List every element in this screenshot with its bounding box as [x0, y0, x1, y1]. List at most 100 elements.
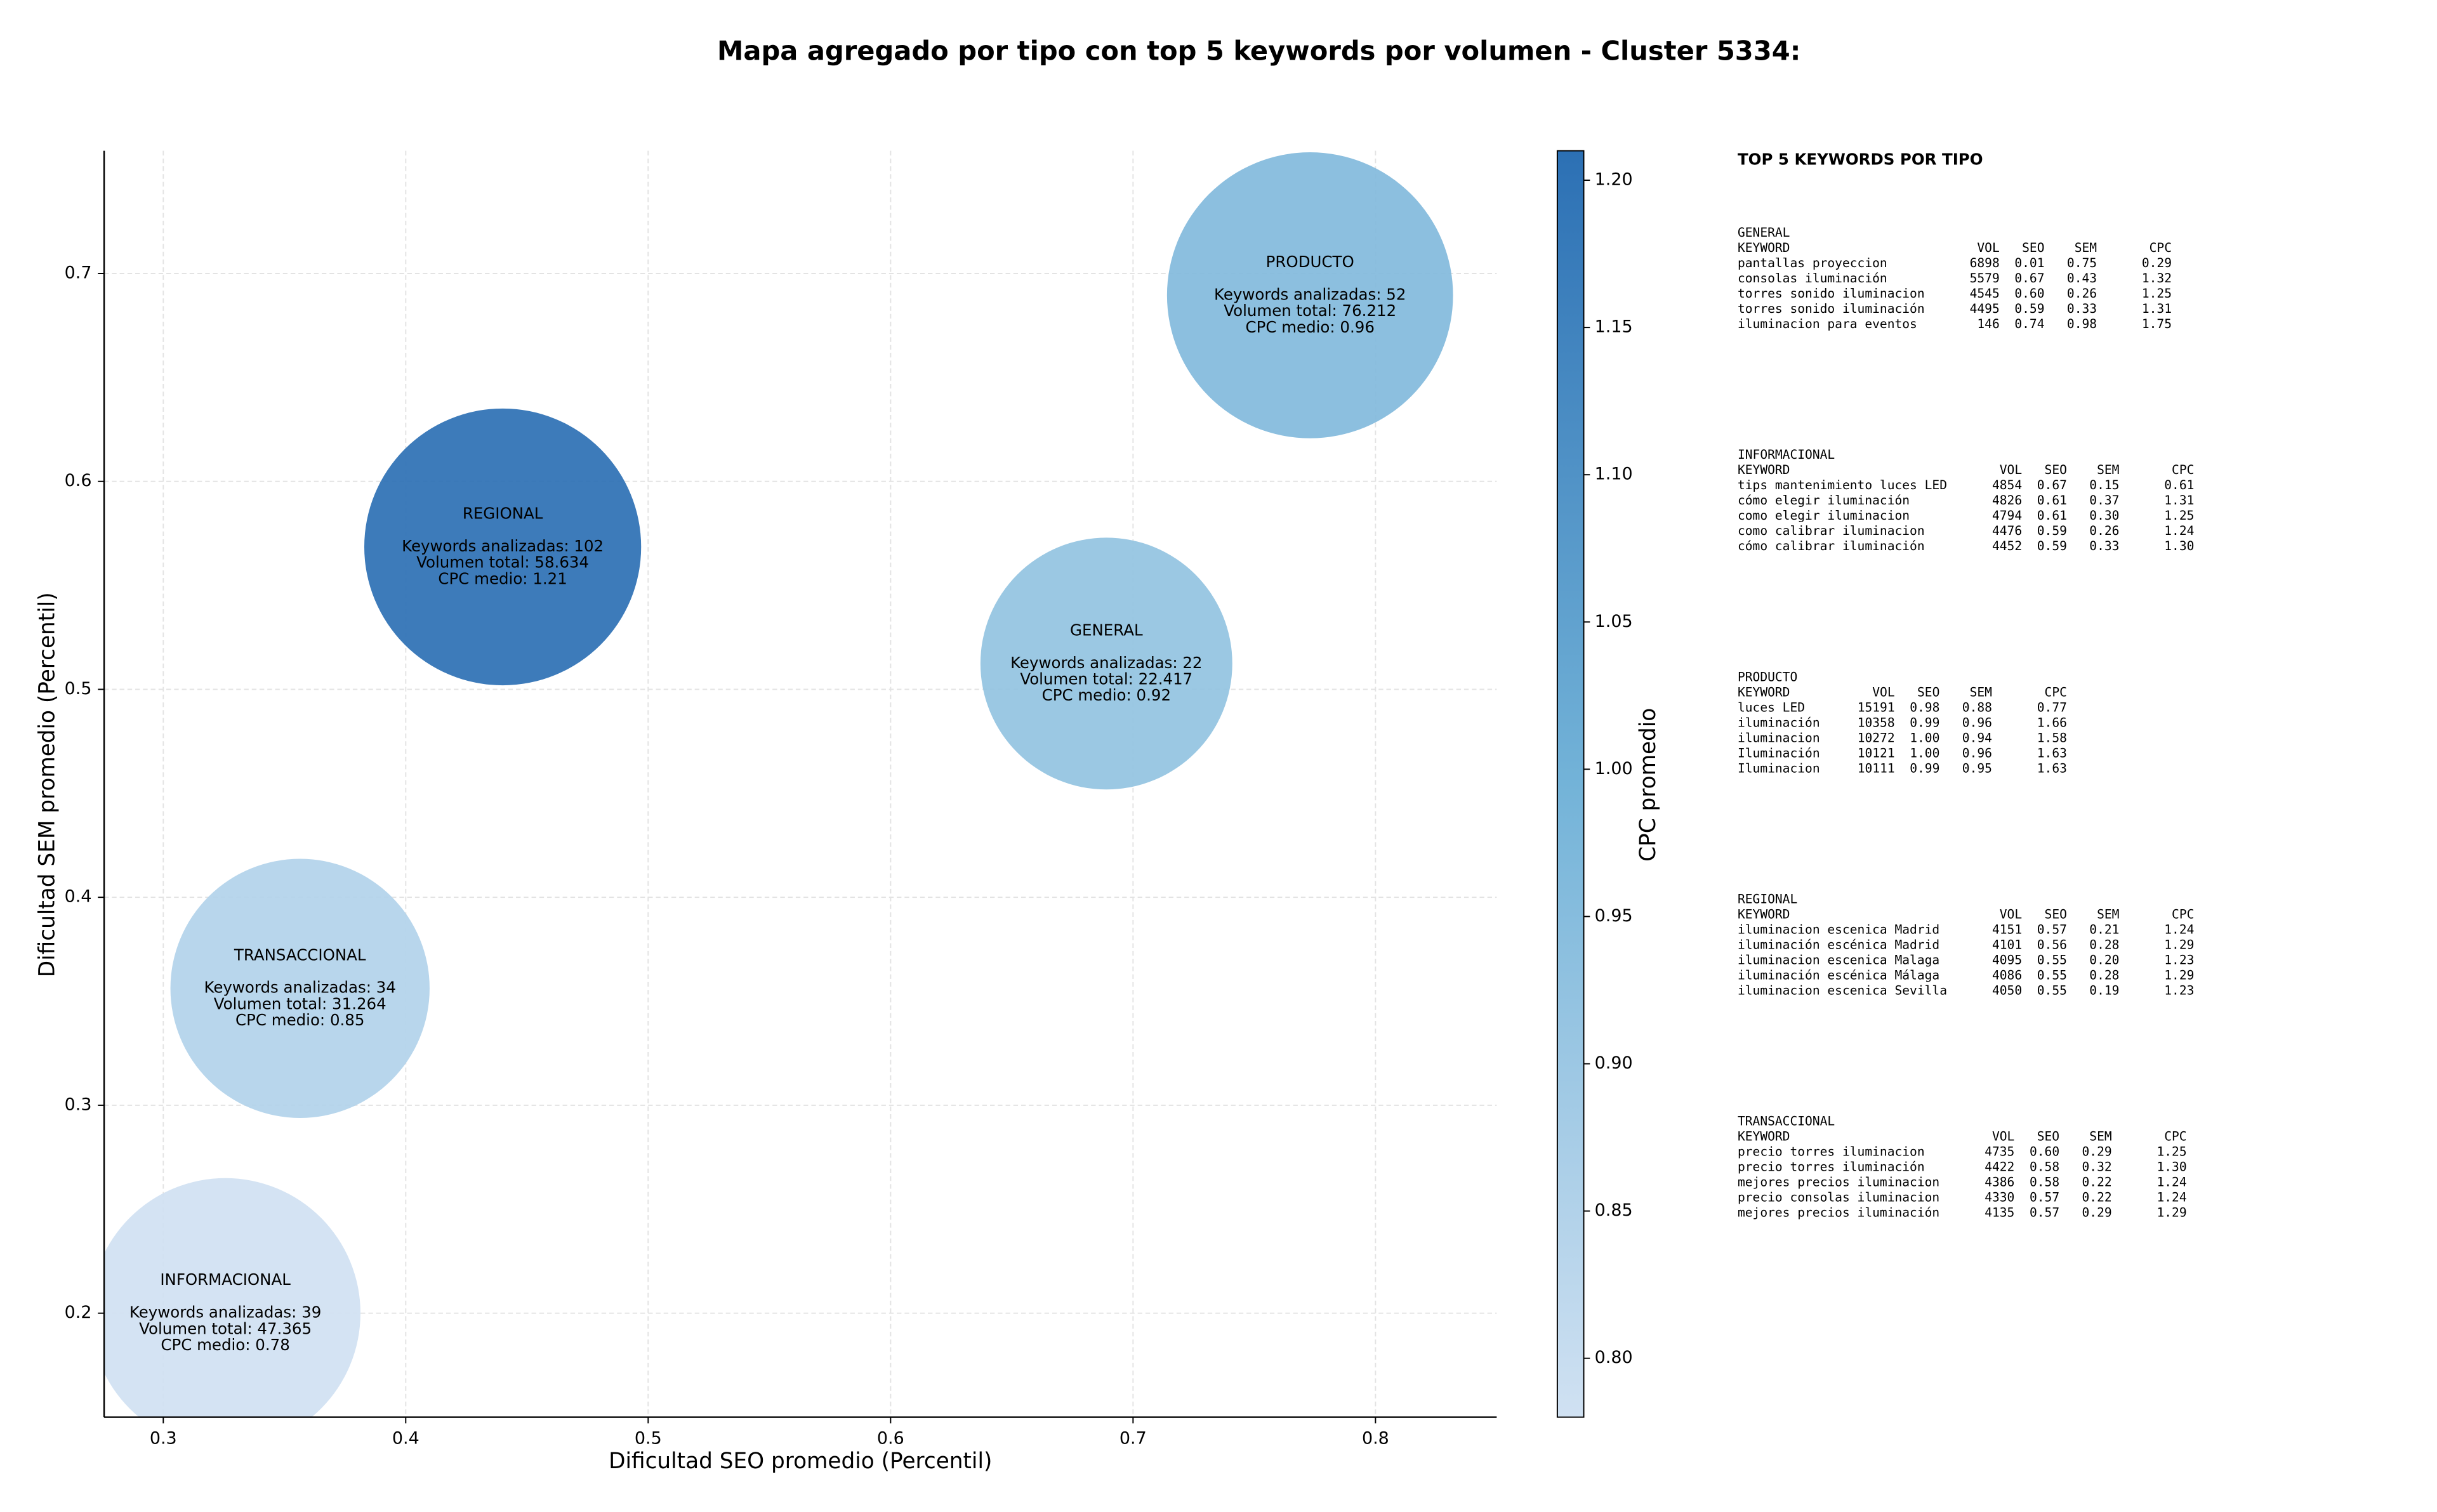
- panel-cell: 4101: [1992, 938, 2022, 952]
- panel-cell: 1.66: [2037, 715, 2067, 730]
- panel-cell: 0.59: [2037, 523, 2067, 538]
- panel-cell: 0.99: [1910, 761, 1939, 775]
- panel-group-name: GENERAL: [1738, 225, 1790, 240]
- panel-cell: 0.57: [2030, 1206, 2059, 1220]
- panel-cell: 0.55: [2037, 953, 2067, 968]
- panel-cell: 0.20: [2089, 953, 2119, 968]
- panel-cell: 4854: [1992, 478, 2022, 492]
- bubble-annotation: CPC medio: 1.21: [438, 569, 567, 588]
- bubble-name: TRANSACCIONAL: [234, 945, 366, 964]
- panel-cell: 4151: [1992, 923, 2022, 937]
- panel-header-cell: KEYWORD: [1738, 685, 1790, 699]
- colorbar-tick-label: 0.80: [1595, 1348, 1633, 1367]
- y-tick-label: 0.2: [65, 1303, 92, 1322]
- bubble-annotation: Volumen total: 47.365: [139, 1319, 312, 1338]
- panel-header-cell: VOL: [2000, 463, 2022, 477]
- panel-cell: iluminación escénica Málaga: [1738, 968, 1939, 983]
- panel-cell: 1.75: [2142, 317, 2172, 331]
- colorbar: [1556, 150, 1585, 1418]
- x-tick-label: 0.5: [635, 1428, 662, 1448]
- panel-cell: 0.28: [2089, 968, 2119, 983]
- bubble: [104, 1178, 360, 1417]
- panel-group-name: REGIONAL: [1738, 892, 1797, 907]
- panel-header-cell: VOL: [1977, 240, 1999, 255]
- panel-cell: 0.74: [2014, 317, 2044, 331]
- panel-cell: 4086: [1992, 968, 2022, 983]
- bubble-annotation: Keywords analizadas: 22: [1010, 654, 1202, 672]
- panel-cell: 0.30: [2089, 508, 2119, 523]
- panel-cell: Iluminacion: [1738, 761, 1820, 775]
- panel-cell: 4135: [1985, 1206, 2014, 1220]
- panel-cell: 0.55: [2037, 983, 2067, 998]
- panel-header-cell: VOL: [1992, 1129, 2014, 1144]
- panel-header-cell: CPC: [2164, 1129, 2186, 1144]
- panel-cell: como calibrar iluminacion: [1738, 523, 1925, 538]
- panel-cell: 1.24: [2156, 1190, 2186, 1205]
- panel-cell: 1.29: [2156, 1206, 2186, 1220]
- panel-cell: 0.67: [2014, 271, 2044, 286]
- panel-cell: 0.33: [2067, 301, 2097, 316]
- panel-cell: 1.63: [2037, 761, 2067, 775]
- panel-cell: Iluminación: [1738, 746, 1820, 760]
- panel-header-cell: SEM: [2097, 907, 2119, 922]
- panel-cell: torres sonido iluminación: [1738, 301, 1925, 316]
- panel-cell: 0.67: [2037, 478, 2067, 492]
- panel-cell: 0.57: [2030, 1190, 2059, 1205]
- panel-cell: 0.60: [2014, 286, 2044, 301]
- bubble-name: INFORMACIONAL: [160, 1270, 291, 1289]
- panel-cell: como elegir iluminacion: [1738, 508, 1910, 523]
- panel-cell: 4330: [1985, 1190, 2014, 1205]
- panel-cell: 6898: [1970, 256, 2000, 270]
- panel-header-cell: SEM: [2097, 463, 2119, 477]
- panel-cell: 0.22: [2082, 1175, 2112, 1190]
- panel-header-cell: KEYWORD: [1738, 1129, 1790, 1144]
- panel-cell: 0.57: [2037, 923, 2067, 937]
- panel-cell: 1.00: [1910, 730, 1939, 745]
- panel-cell: 4545: [1970, 286, 2000, 301]
- bubble-annotation: CPC medio: 0.96: [1246, 318, 1375, 336]
- panel-header-cell: SEM: [1970, 685, 1992, 699]
- x-tick-label: 0.3: [150, 1428, 177, 1448]
- panel-header-cell: SEO: [2037, 1129, 2059, 1144]
- y-axis-label: Dificultad SEM promedio (Percentil): [34, 592, 60, 977]
- panel-cell: 0.28: [2089, 938, 2119, 952]
- panel-cell: 0.95: [1962, 761, 1992, 775]
- panel-cell: 1.23: [2164, 983, 2194, 998]
- panel-cell: 1.25: [2164, 508, 2194, 523]
- panel-cell: 0.22: [2082, 1190, 2112, 1205]
- y-tick-label: 0.3: [65, 1095, 92, 1114]
- panel-cell: cómo elegir iluminación: [1738, 493, 1910, 508]
- panel-cell: 0.88: [1962, 700, 1992, 714]
- panel-cell: 1.31: [2142, 301, 2172, 316]
- panel-cell: 4422: [1985, 1160, 2014, 1174]
- panel-cell: 10272: [1858, 730, 1895, 745]
- panel-cell: 1.58: [2037, 730, 2067, 745]
- panel-group-name: INFORMACIONAL: [1738, 447, 1835, 462]
- bubble: [980, 537, 1232, 790]
- y-tick-label: 0.5: [65, 679, 92, 699]
- panel-cell: 4826: [1992, 493, 2022, 508]
- bubble-annotation: CPC medio: 0.85: [235, 1011, 364, 1029]
- bubble-annotation: CPC medio: 0.78: [161, 1336, 289, 1354]
- panel-cell: pantallas proyeccion: [1738, 256, 1887, 270]
- colorbar-tick-label: 0.85: [1595, 1200, 1633, 1220]
- bubble-name: PRODUCTO: [1266, 253, 1354, 271]
- y-tick-label: 0.4: [65, 887, 92, 907]
- bubble-annotation: Keywords analizadas: 52: [1214, 285, 1406, 303]
- panel-cell: 0.29: [2142, 256, 2172, 270]
- panel-header-cell: CPC: [2150, 240, 2172, 255]
- panel-header-cell: SEM: [2075, 240, 2097, 255]
- panel-header-cell: CPC: [2172, 463, 2194, 477]
- panel-cell: 0.26: [2067, 286, 2097, 301]
- panel-cell: 0.15: [2089, 478, 2119, 492]
- panel-cell: 4095: [1992, 953, 2022, 968]
- bubble-name: GENERAL: [1070, 621, 1143, 639]
- panel-cell: 0.59: [2014, 301, 2044, 316]
- panel-cell: consolas iluminación: [1738, 271, 1887, 286]
- colorbar-tick-label: 0.90: [1595, 1053, 1633, 1073]
- panel-cell: 0.96: [1962, 746, 1992, 760]
- panel-cell: 0.61: [2037, 493, 2067, 508]
- panel-cell: 4476: [1992, 523, 2022, 538]
- panel-cell: iluminacion escenica Madrid: [1738, 923, 1939, 937]
